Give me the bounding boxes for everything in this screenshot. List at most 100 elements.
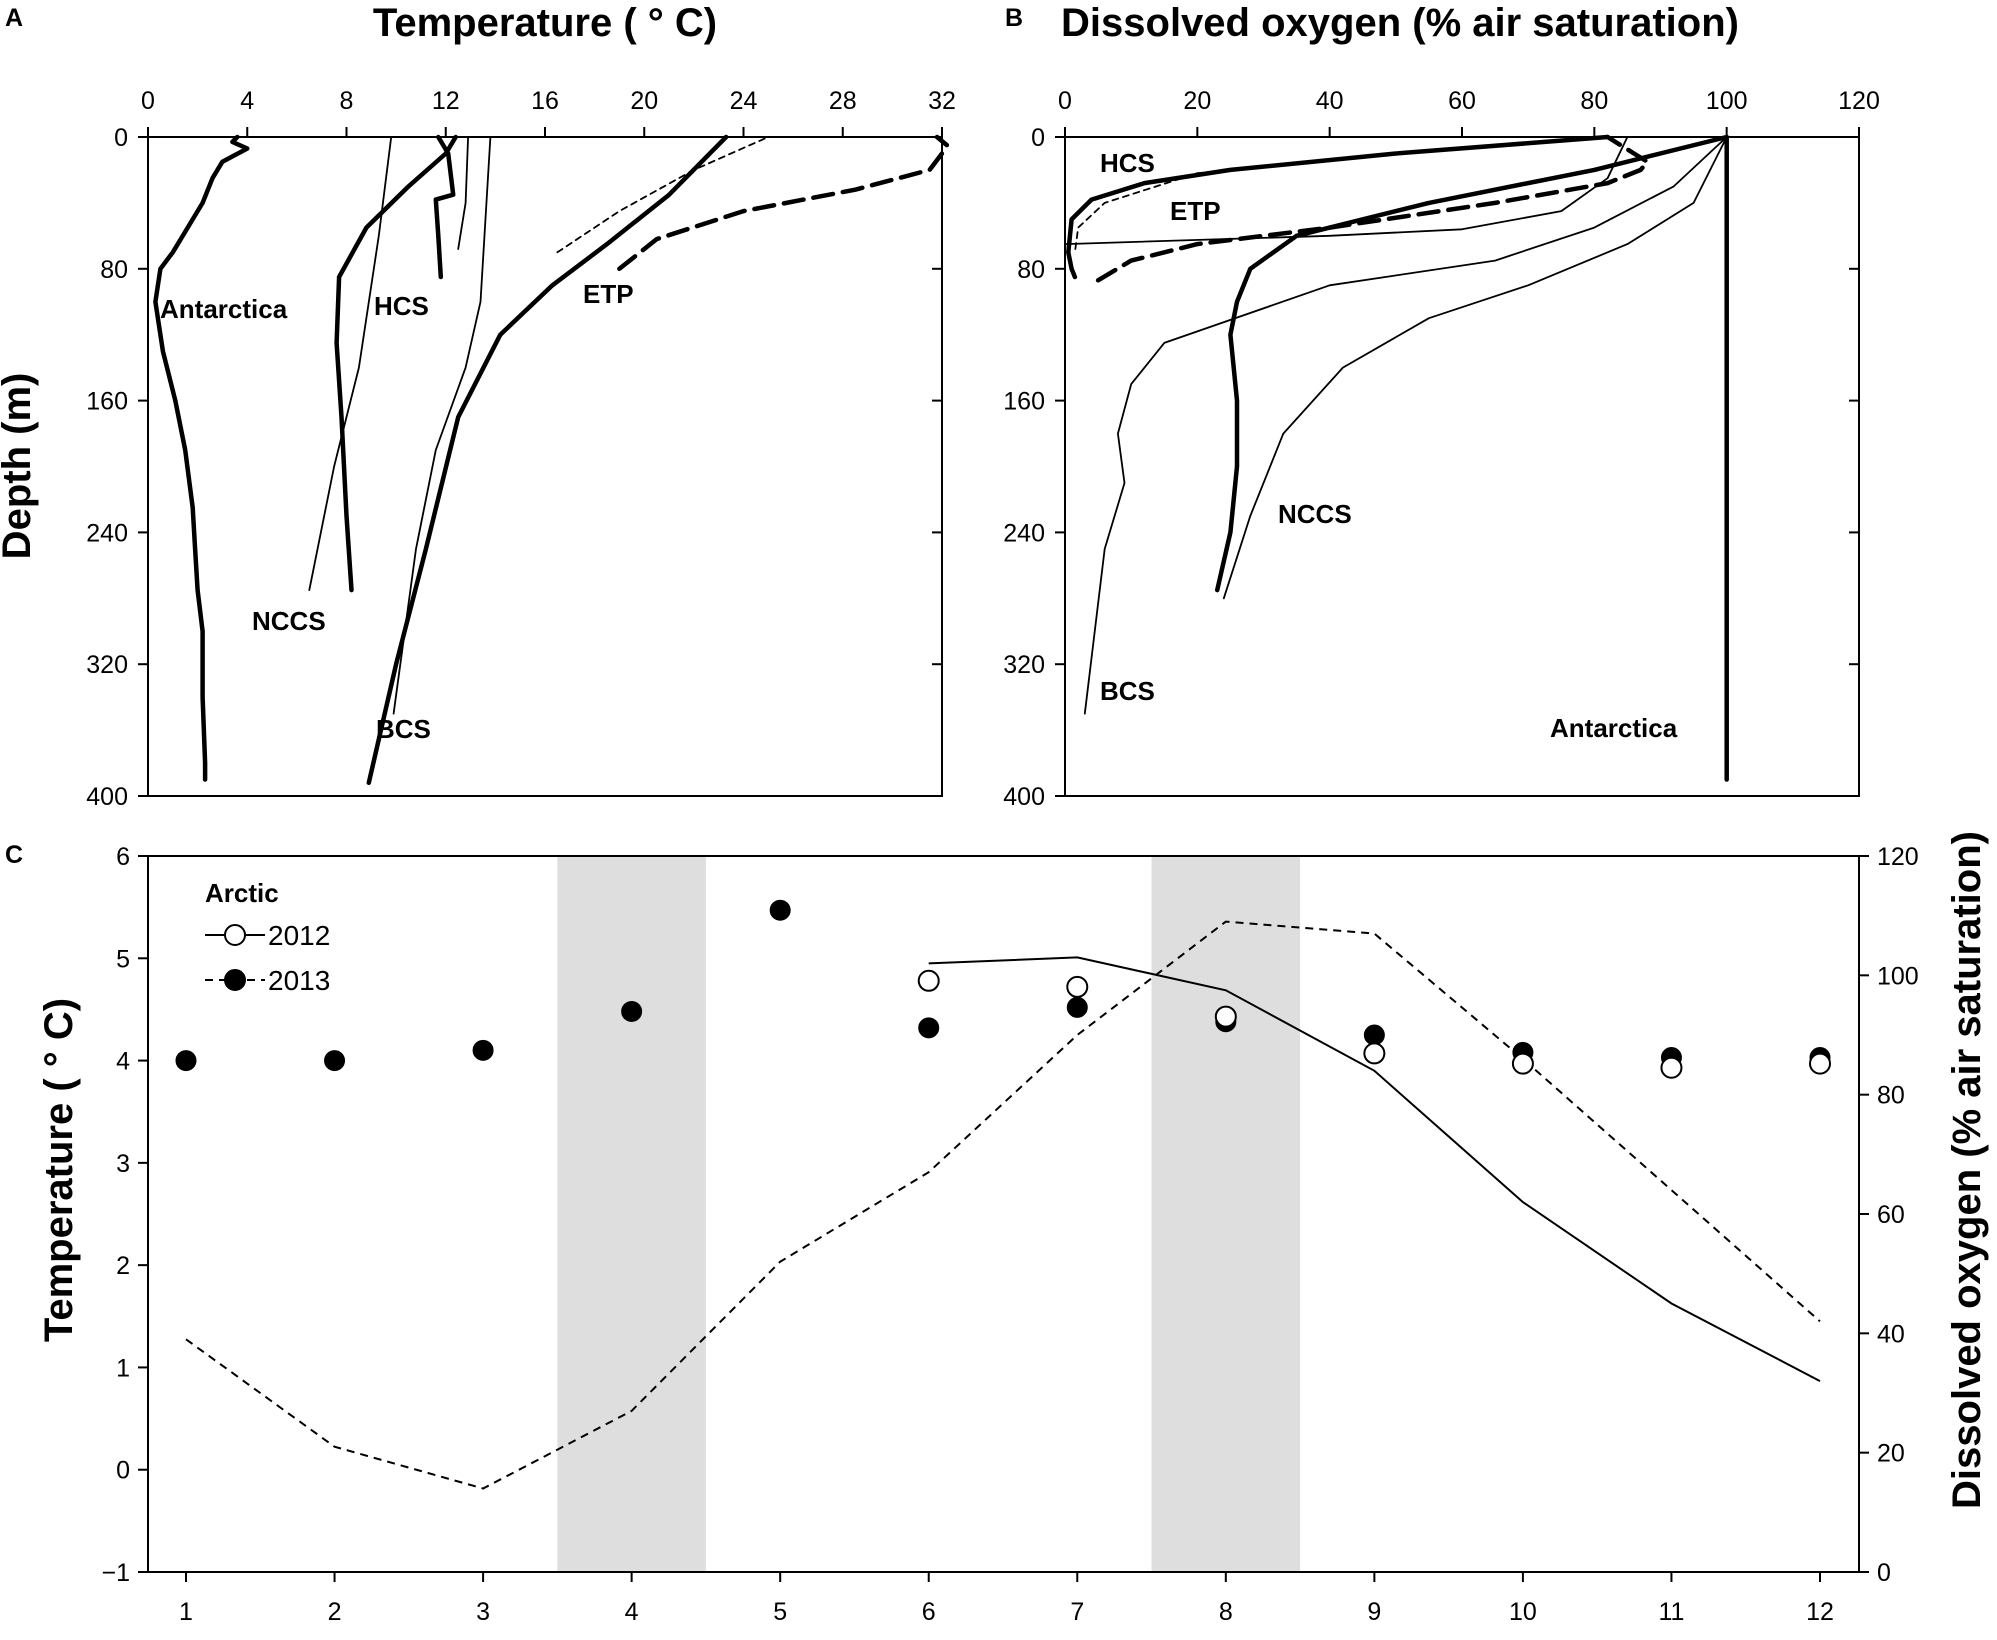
shaded-band (1151, 856, 1301, 1572)
c-ytick-right-label: 20 (1877, 1440, 1905, 1468)
b-ytick-label: 320 (1003, 651, 1045, 679)
oxygen-2012-line (928, 956, 1821, 1382)
panel-a-title: Temperature ( ° C) (373, 1, 717, 45)
c-xtick-label: 7 (1070, 1598, 1084, 1626)
panel-c-letter: C (5, 841, 23, 869)
temp-2012-point (1660, 1056, 1683, 1079)
oxygen-2013-line (185, 920, 1821, 1490)
b-xtick-label: 120 (1838, 87, 1880, 115)
c-xtick-label: 1 (179, 1598, 193, 1626)
c-xtick-label: 2 (328, 1598, 342, 1626)
temp-2013-point (472, 1039, 494, 1061)
a-xtick-label: 12 (432, 87, 460, 115)
b-xtick-label: 20 (1183, 87, 1211, 115)
a-xtick-label: 24 (730, 87, 758, 115)
legend-marker-2012 (224, 924, 246, 946)
b-xtick-label: 60 (1448, 87, 1476, 115)
a-xtick-label: 16 (531, 87, 559, 115)
a-series-nccs-thick (334, 134, 458, 593)
c-ytick-right-label: 120 (1877, 843, 1919, 871)
label-nccs-b: NCCS (1278, 499, 1352, 529)
c-ytick-right-label: 60 (1877, 1201, 1905, 1229)
c-ytick-label: 5 (116, 945, 130, 973)
a-xtick-label: 28 (829, 87, 857, 115)
a-xtick-label: 32 (928, 87, 956, 115)
legend-marker-2013 (224, 969, 246, 991)
panel-a-ylabel: Depth (m) (0, 373, 39, 560)
b-series-hcs-thin-dashed (1074, 136, 1609, 254)
panel-c-ylabel-left: Temperature ( ° C) (37, 998, 81, 1342)
temp-2013-point (324, 1050, 346, 1072)
temp-2013-point (918, 1017, 940, 1039)
a-ytick-label: 400 (86, 783, 128, 811)
c-ytick-right-label: 100 (1877, 962, 1919, 990)
temp-2013-point (769, 899, 791, 921)
c-ytick-label: 0 (116, 1457, 130, 1485)
c-xtick-label: 4 (625, 1598, 639, 1626)
c-ytick-label: −1 (101, 1559, 130, 1587)
a-series-hcs-thick (433, 134, 456, 280)
a-ytick-label: 240 (86, 519, 128, 547)
label-bcs-a: BCS (376, 714, 431, 744)
a-series-antarctica-thick (153, 134, 250, 782)
panel-b-letter: B (1005, 4, 1023, 32)
b-ytick-label: 80 (1017, 256, 1045, 284)
a-ytick-label: 0 (114, 124, 128, 152)
b-ytick-label: 160 (1003, 388, 1045, 416)
c-xtick-label: 9 (1367, 1598, 1381, 1626)
panel-c-ylabel-right: Dissolved oxygen (% air saturation) (1945, 831, 1989, 1509)
temp-2013-point (1066, 996, 1088, 1018)
b-ytick-label: 400 (1003, 783, 1045, 811)
b-xtick-label: 40 (1316, 87, 1344, 115)
panel-b: B Dissolved oxygen (% air saturation) 0 2… (1003, 1, 1880, 811)
c-ytick-label: 1 (116, 1354, 130, 1382)
c-ytick-right-label: 80 (1877, 1082, 1905, 1110)
temp-2012-point (1214, 1005, 1237, 1028)
legend-label-2013: 2013 (268, 965, 330, 996)
c-xtick-label: 3 (476, 1598, 490, 1626)
temp-2012-point (917, 969, 940, 992)
a-series-hcs-thin (457, 136, 469, 250)
c-ytick-label: 4 (116, 1048, 130, 1076)
temp-2012-point (1363, 1042, 1386, 1065)
panel-c-frame (147, 855, 1860, 1573)
a-xtick-label: 8 (340, 87, 354, 115)
temp-2012-point (1809, 1052, 1831, 1075)
b-xtick-label: 80 (1580, 87, 1608, 115)
label-hcs-b: HCS (1100, 148, 1155, 178)
temp-2013-point (1363, 1024, 1385, 1046)
temp-2012-point (1066, 975, 1089, 998)
c-xtick-label: 5 (773, 1598, 787, 1626)
a-xtick-label: 0 (141, 87, 155, 115)
panel-a-frame (147, 136, 943, 797)
temp-2013-point (621, 1000, 643, 1022)
label-antarctica-a: Antarctica (160, 294, 288, 324)
a-series-nccs-thin (308, 136, 393, 591)
panel-b-frame (1064, 136, 1860, 797)
b-ytick-label: 240 (1003, 519, 1045, 547)
c-ytick-label: 6 (116, 843, 130, 871)
c-ytick-label: 2 (116, 1252, 130, 1280)
panel-b-title: Dissolved oxygen (% air saturation) (1061, 1, 1739, 45)
c-xtick-label: 8 (1219, 1598, 1233, 1626)
label-bcs-b: BCS (1100, 676, 1155, 706)
c-xtick-label: 6 (922, 1598, 936, 1626)
a-series-bcs-thin-dashed (556, 136, 770, 254)
a-xtick-label: 20 (630, 87, 658, 115)
c-xtick-label: 12 (1806, 1598, 1834, 1626)
c-ytick-label: 3 (116, 1150, 130, 1178)
legend-label-2012: 2012 (268, 920, 330, 951)
label-antarctica-b: Antarctica (1550, 713, 1678, 743)
a-ytick-label: 80 (100, 256, 128, 284)
b-ytick-label: 0 (1031, 124, 1045, 152)
label-nccs-a: NCCS (252, 606, 326, 636)
b-series-nccs-thick (1214, 134, 1729, 593)
b-series-nccs-thin (1222, 136, 1728, 600)
b-xtick-label: 0 (1058, 87, 1072, 115)
a-series-bcs-thin (392, 136, 492, 715)
label-hcs-a: HCS (374, 291, 429, 321)
label-etp-a: ETP (583, 279, 634, 309)
c-ytick-right-label: 0 (1877, 1559, 1891, 1587)
